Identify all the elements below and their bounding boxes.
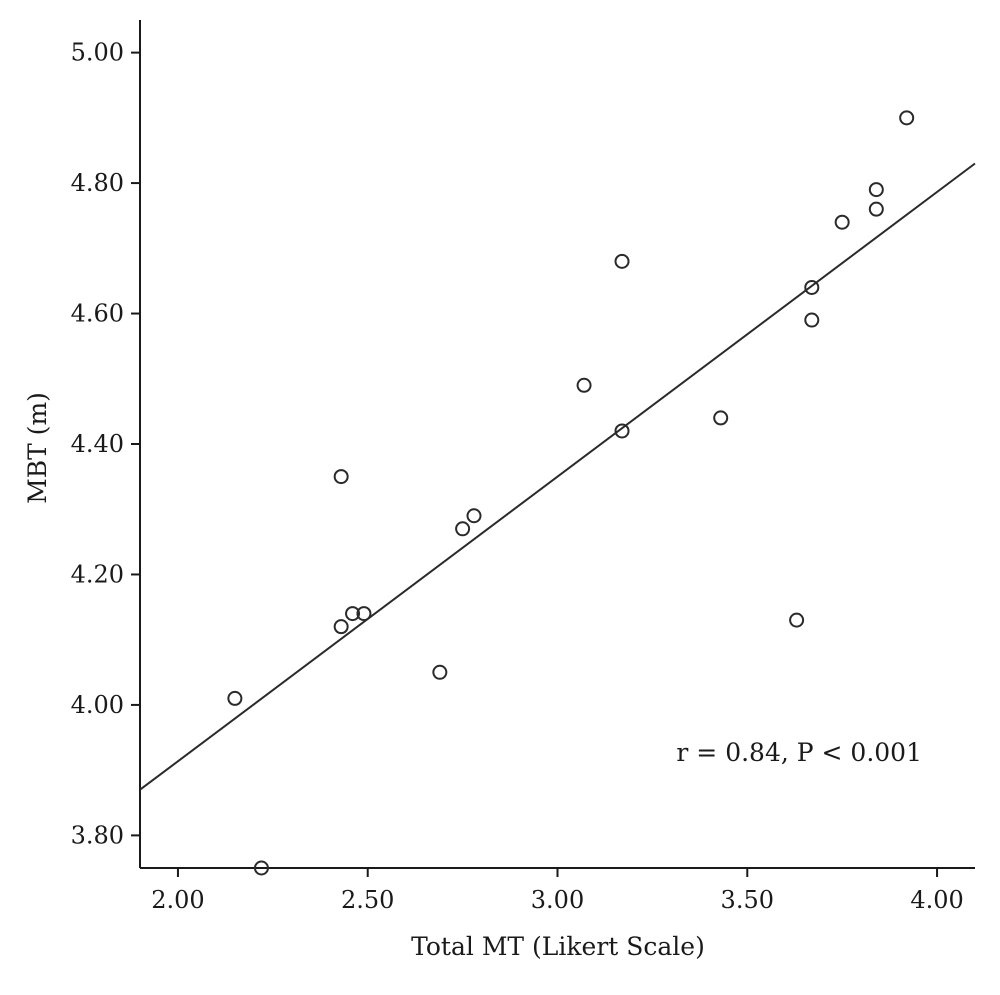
data-point — [227, 690, 243, 706]
data-point — [333, 469, 349, 485]
data-point — [834, 214, 850, 230]
data-point — [804, 312, 820, 328]
data-point — [345, 606, 361, 622]
y-tick-label: 4.80 — [71, 169, 124, 197]
data-point — [466, 508, 482, 524]
x-tick-label: 4.00 — [910, 886, 963, 914]
data-point — [899, 110, 915, 126]
data-points — [227, 110, 915, 876]
y-tick-label: 4.00 — [71, 691, 124, 719]
data-point — [432, 664, 448, 680]
y-tick-label: 3.80 — [71, 821, 124, 849]
data-point — [614, 253, 630, 269]
y-tick-label: 4.20 — [71, 560, 124, 588]
data-point — [356, 606, 372, 622]
x-ticks: 2.00 2.50 3.00 3.50 4.00 — [151, 868, 964, 914]
y-tick-label: 4.40 — [71, 430, 124, 458]
data-point — [614, 423, 630, 439]
data-point — [253, 860, 269, 876]
data-point — [789, 612, 805, 628]
regression-line — [139, 162, 976, 791]
data-point — [455, 521, 471, 537]
correlation-annotation: r = 0.84, P < 0.001 — [676, 738, 922, 767]
y-tick-label: 5.00 — [71, 39, 124, 67]
data-point — [333, 619, 349, 635]
data-point — [868, 201, 884, 217]
x-tick-label: 2.00 — [151, 886, 204, 914]
data-point — [804, 279, 820, 295]
y-ticks: 3.80 4.00 4.20 4.40 4.60 4.80 5.00 — [71, 39, 140, 849]
y-axis-title: MBT (m) — [23, 392, 52, 504]
data-point — [576, 377, 592, 393]
y-tick-label: 4.60 — [71, 300, 124, 328]
data-point — [713, 410, 729, 426]
x-tick-label: 3.50 — [721, 886, 774, 914]
data-point — [868, 182, 884, 198]
x-tick-label: 3.00 — [531, 886, 584, 914]
x-axis-title: Total MT (Likert Scale) — [411, 932, 705, 961]
x-tick-label: 2.50 — [341, 886, 394, 914]
